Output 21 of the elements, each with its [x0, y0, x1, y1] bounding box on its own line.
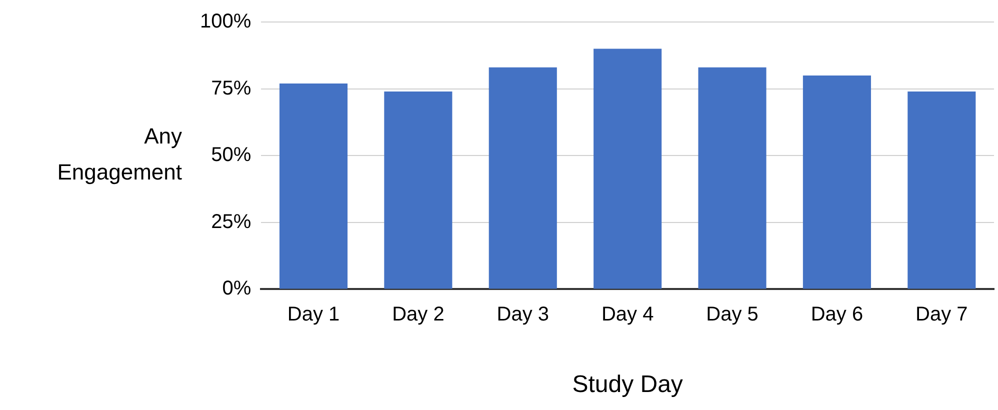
bar: [279, 83, 348, 289]
bar: [802, 75, 871, 289]
x-tick-label: Day 6: [810, 304, 864, 326]
y-tick-label: 75%: [211, 77, 252, 100]
x-tick-label: Day 2: [392, 304, 444, 326]
y-tick-label: 100%: [200, 10, 252, 33]
y-tick-label: 0%: [222, 278, 252, 300]
x-axis-title: Study Day: [572, 371, 683, 398]
x-tick-label: Day 1: [287, 304, 340, 326]
bar: [488, 67, 557, 289]
y-tick-label: 50%: [211, 144, 252, 166]
bar: [908, 91, 976, 289]
x-tick-label: Day 3: [496, 304, 550, 326]
bar: [384, 91, 452, 289]
x-tick-label: Day 5: [706, 304, 758, 326]
bar: [594, 48, 662, 289]
bar: [698, 67, 766, 289]
x-tick-label: Day 7: [916, 304, 968, 326]
x-tick-label: Day 4: [601, 304, 654, 326]
y-tick-label: 25%: [211, 210, 252, 233]
y-axis-title: Any Engagement: [57, 124, 182, 185]
